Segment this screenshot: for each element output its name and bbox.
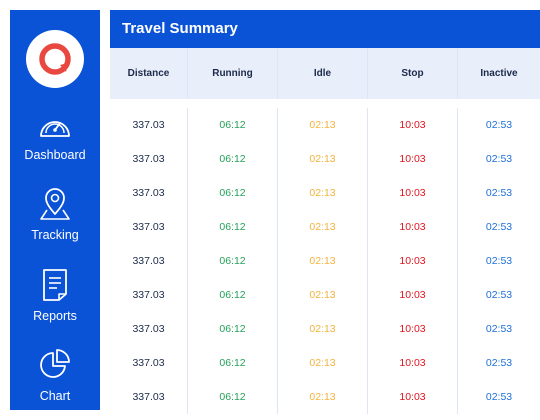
distance-cell: 337.03 bbox=[132, 357, 165, 369]
sidebar: Dashboard Tracking Reports Chart bbox=[10, 10, 100, 410]
inactive-cell: 02:53 bbox=[457, 278, 540, 312]
distance-cell: 337.03 bbox=[132, 391, 165, 403]
table-row[interactable]: 337.03 06:12 02:13 10:03 02:53 bbox=[110, 312, 540, 346]
sidebar-item-reports[interactable]: Reports bbox=[10, 267, 100, 323]
distance-cell: 337.03 bbox=[132, 289, 165, 301]
distance-cell: 337.03 bbox=[132, 119, 165, 131]
sidebar-item-label: Dashboard bbox=[24, 148, 86, 162]
table-row[interactable]: 337.03 06:12 02:13 10:03 02:53 bbox=[110, 278, 540, 312]
panel-header: Travel Summary bbox=[110, 10, 540, 48]
running-cell: 06:12 bbox=[187, 142, 277, 176]
inactive-cell: 02:53 bbox=[457, 346, 540, 380]
sidebar-item-label: Chart bbox=[39, 389, 71, 403]
column-header-distance[interactable]: Distance bbox=[127, 68, 170, 79]
table-row[interactable]: 337.03 06:12 02:13 10:03 02:53 bbox=[110, 108, 540, 142]
column-header-inactive[interactable]: Inactive bbox=[457, 48, 540, 99]
stop-cell: 10:03 bbox=[367, 278, 457, 312]
distance-cell: 337.03 bbox=[132, 221, 165, 233]
map-pin-logo-icon bbox=[39, 43, 71, 75]
document-icon bbox=[43, 269, 67, 301]
distance-cell: 337.03 bbox=[132, 323, 165, 335]
running-cell: 06:12 bbox=[187, 380, 277, 414]
idle-cell: 02:13 bbox=[277, 176, 367, 210]
idle-cell: 02:13 bbox=[277, 346, 367, 380]
column-header-running[interactable]: Running bbox=[187, 48, 277, 99]
stop-cell: 10:03 bbox=[367, 108, 457, 142]
idle-cell: 02:13 bbox=[277, 210, 367, 244]
inactive-cell: 02:53 bbox=[457, 108, 540, 142]
running-cell: 06:12 bbox=[187, 210, 277, 244]
sidebar-item-label: Tracking bbox=[31, 228, 79, 242]
table-row[interactable]: 337.03 06:12 02:13 10:03 02:53 bbox=[110, 142, 540, 176]
idle-cell: 02:13 bbox=[277, 380, 367, 414]
pie-chart-icon bbox=[40, 349, 70, 378]
stop-cell: 10:03 bbox=[367, 210, 457, 244]
stop-cell: 10:03 bbox=[367, 380, 457, 414]
sidebar-item-label: Reports bbox=[33, 309, 77, 323]
idle-cell: 02:13 bbox=[277, 312, 367, 346]
stop-cell: 10:03 bbox=[367, 142, 457, 176]
speedometer-icon bbox=[40, 121, 70, 137]
column-header-idle[interactable]: Idle bbox=[277, 48, 367, 99]
stop-cell: 10:03 bbox=[367, 176, 457, 210]
idle-cell: 02:13 bbox=[277, 244, 367, 278]
location-pin-icon bbox=[40, 188, 70, 220]
running-cell: 06:12 bbox=[187, 244, 277, 278]
table-row[interactable]: 337.03 06:12 02:13 10:03 02:53 bbox=[110, 210, 540, 244]
travel-summary-panel: Travel Summary Distance Running Idle Sto… bbox=[110, 10, 540, 414]
inactive-cell: 02:53 bbox=[457, 312, 540, 346]
table-row[interactable]: 337.03 06:12 02:13 10:03 02:53 bbox=[110, 176, 540, 210]
running-cell: 06:12 bbox=[187, 346, 277, 380]
page-title: Travel Summary bbox=[122, 20, 238, 37]
sidebar-item-chart[interactable]: Chart bbox=[10, 347, 100, 403]
table-row[interactable]: 337.03 06:12 02:13 10:03 02:53 bbox=[110, 346, 540, 380]
column-header-stop[interactable]: Stop bbox=[367, 48, 457, 99]
inactive-cell: 02:53 bbox=[457, 142, 540, 176]
inactive-cell: 02:53 bbox=[457, 244, 540, 278]
stop-cell: 10:03 bbox=[367, 244, 457, 278]
running-cell: 06:12 bbox=[187, 176, 277, 210]
table-header: Distance Running Idle Stop Inactive bbox=[110, 48, 540, 99]
idle-cell: 02:13 bbox=[277, 278, 367, 312]
stop-cell: 10:03 bbox=[367, 346, 457, 380]
sidebar-item-tracking[interactable]: Tracking bbox=[10, 186, 100, 242]
app-logo[interactable] bbox=[26, 30, 84, 88]
distance-cell: 337.03 bbox=[132, 255, 165, 267]
distance-cell: 337.03 bbox=[132, 187, 165, 199]
sidebar-item-dashboard[interactable]: Dashboard bbox=[10, 112, 100, 162]
table-row[interactable]: 337.03 06:12 02:13 10:03 02:53 bbox=[110, 380, 540, 414]
running-cell: 06:12 bbox=[187, 278, 277, 312]
idle-cell: 02:13 bbox=[277, 142, 367, 176]
inactive-cell: 02:53 bbox=[457, 176, 540, 210]
inactive-cell: 02:53 bbox=[457, 380, 540, 414]
idle-cell: 02:13 bbox=[277, 108, 367, 142]
inactive-cell: 02:53 bbox=[457, 210, 540, 244]
running-cell: 06:12 bbox=[187, 312, 277, 346]
table-row[interactable]: 337.03 06:12 02:13 10:03 02:53 bbox=[110, 244, 540, 278]
table-body: 337.03 06:12 02:13 10:03 02:53 337.03 06… bbox=[110, 99, 540, 414]
distance-cell: 337.03 bbox=[132, 153, 165, 165]
running-cell: 06:12 bbox=[187, 108, 277, 142]
stop-cell: 10:03 bbox=[367, 312, 457, 346]
